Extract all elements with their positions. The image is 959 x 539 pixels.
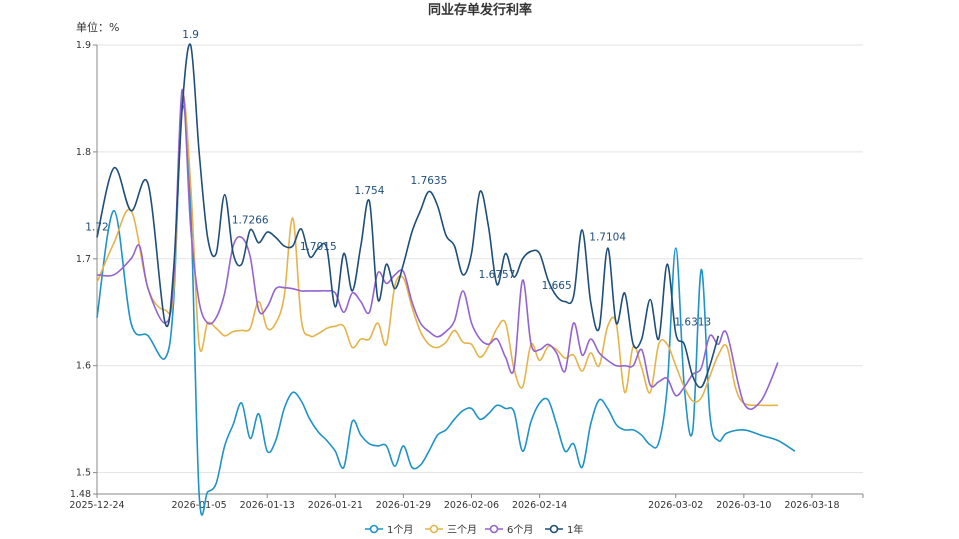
data-label: 1.6757 — [479, 269, 516, 281]
data-label: 1.7266 — [232, 214, 269, 226]
series-line-3 — [96, 89, 779, 410]
series-line-4 — [96, 43, 720, 389]
legend-item-3[interactable]: 6个月 — [485, 524, 533, 536]
x-tick-label: 2025-12-24 — [69, 500, 124, 511]
y-tick-label: 1.7 — [76, 254, 91, 265]
x-tick-label: 2026-01-13 — [240, 500, 295, 511]
data-labels: 1.72 1.9 1.7266 1.7015 1.754 1.7635 1.6757 1.66… — [85, 29, 711, 328]
chart-title: 同业存单发行利率 — [428, 2, 532, 18]
y-tick-label: 1.5 — [76, 468, 91, 479]
series-lines — [96, 43, 796, 516]
data-label: 1.754 — [354, 185, 384, 197]
grid-lines — [97, 44, 863, 474]
legend-marker — [429, 524, 439, 534]
data-label: 1.7104 — [589, 232, 626, 244]
legend-marker — [549, 524, 559, 534]
data-label: 1.7015 — [300, 241, 337, 253]
x-tick-label: 2026-02-06 — [444, 500, 499, 511]
x-tick-label: 2026-03-18 — [784, 500, 839, 511]
legend-label: 1年 — [567, 523, 583, 536]
legend-item-1[interactable]: 1个月 — [365, 524, 413, 536]
x-tick-label: 2026-01-05 — [172, 500, 227, 511]
data-label: 1.9 — [182, 29, 199, 41]
legend-label: 三个月 — [447, 524, 477, 536]
x-tick-label: 2026-01-21 — [308, 500, 363, 511]
y-tick-label: 1.8 — [76, 147, 91, 158]
y-tick-label: 1.48 — [70, 489, 91, 500]
series-line-2 — [96, 94, 778, 407]
legend-label: 6个月 — [507, 524, 533, 536]
y-tick-label: 1.9 — [76, 40, 91, 51]
legend-item-4[interactable]: 1年 — [545, 523, 583, 536]
legend-marker — [489, 524, 499, 534]
legend-label: 1个月 — [387, 524, 413, 536]
data-label: 1.665 — [542, 280, 572, 292]
data-label: 1.72 — [85, 221, 108, 233]
data-label: 1.7635 — [411, 175, 448, 187]
legend-marker — [369, 524, 379, 534]
x-tick-label: 2026-02-14 — [512, 500, 567, 511]
data-label: 1.6313 — [674, 316, 711, 328]
legend-item-2[interactable]: 三个月 — [425, 524, 477, 536]
series-line-1 — [96, 105, 796, 516]
legend[interactable]: 1个月 三个月 6个月 1年 — [365, 523, 583, 536]
axes: 1.48 1.5 1.6 1.7 1.8 1.9 2025-12-24 2026-01-05 2… — [69, 40, 864, 511]
y-tick-label: 1.6 — [76, 361, 91, 372]
x-tick-label: 2026-03-02 — [648, 500, 703, 511]
x-tick-label: 2026-01-29 — [376, 500, 431, 511]
y-axis-unit: 单位：% — [76, 20, 119, 34]
x-tick-label: 2026-03-10 — [716, 500, 771, 511]
